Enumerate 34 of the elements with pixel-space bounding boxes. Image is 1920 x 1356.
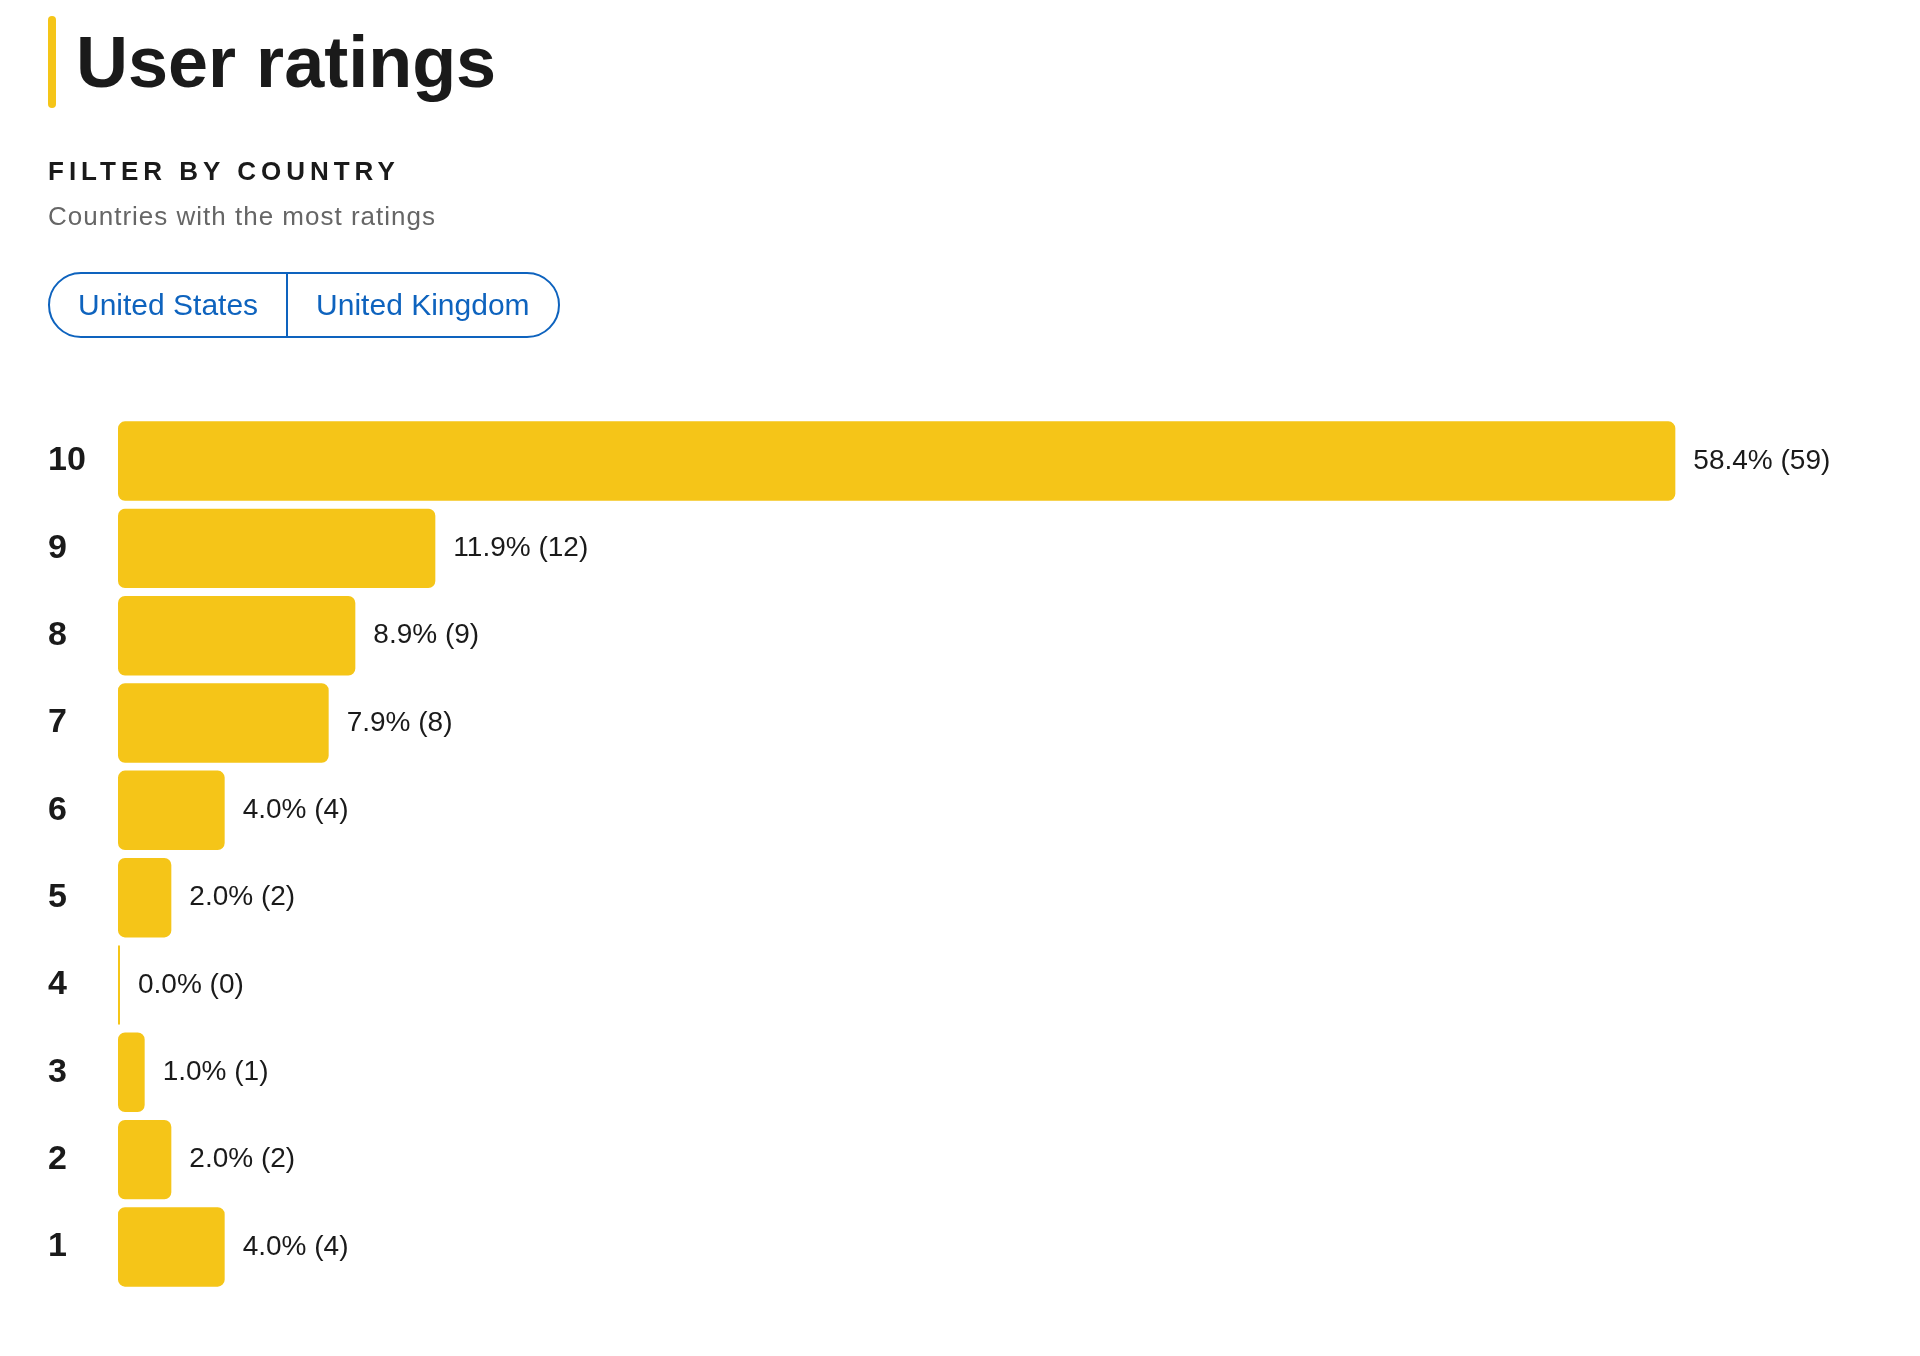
bar [118, 1032, 145, 1113]
y-tick-label: 3 [48, 1050, 67, 1089]
y-tick-label: 7 [48, 701, 67, 740]
bar [118, 1119, 172, 1200]
bar [118, 508, 436, 589]
text: Countries with the most ratings [48, 201, 437, 232]
bar [118, 1207, 225, 1287]
bar [118, 683, 329, 763]
data-label: 58.4% (59) [1693, 443, 1831, 475]
bar [118, 595, 356, 676]
data-label: 7.9% (8) [346, 705, 453, 737]
data-label: 8.9% (9) [373, 618, 480, 650]
y-tick-label: 5 [48, 876, 67, 915]
y-tick-label: 6 [48, 788, 67, 827]
data-label: 0.0% (0) [138, 967, 244, 999]
chart-subtitle: FILTER BY COUNTRY [48, 156, 401, 187]
data-label: 4.0% (4) [242, 1229, 349, 1261]
data-label: 11.9% (12) [453, 531, 589, 563]
text: United States [77, 287, 260, 323]
y-tick-label: 9 [48, 526, 67, 565]
data-label: 2.0% (2) [189, 880, 296, 912]
bar [118, 770, 225, 851]
bar [118, 857, 172, 938]
chart-title: User ratings [76, 21, 497, 103]
data-label: 4.0% (4) [242, 793, 349, 825]
y-tick-label: 2 [48, 1137, 67, 1176]
data-label: 2.0% (2) [189, 1142, 296, 1174]
y-tick-label: 1 [48, 1225, 67, 1264]
y-tick-label: 10 [48, 439, 86, 478]
text: United Kingdom [286, 274, 558, 336]
data-label: 1.0% (1) [162, 1055, 269, 1087]
y-tick-label: 8 [48, 614, 67, 653]
y-tick-label: 4 [48, 963, 67, 1002]
bar [118, 421, 1676, 501]
